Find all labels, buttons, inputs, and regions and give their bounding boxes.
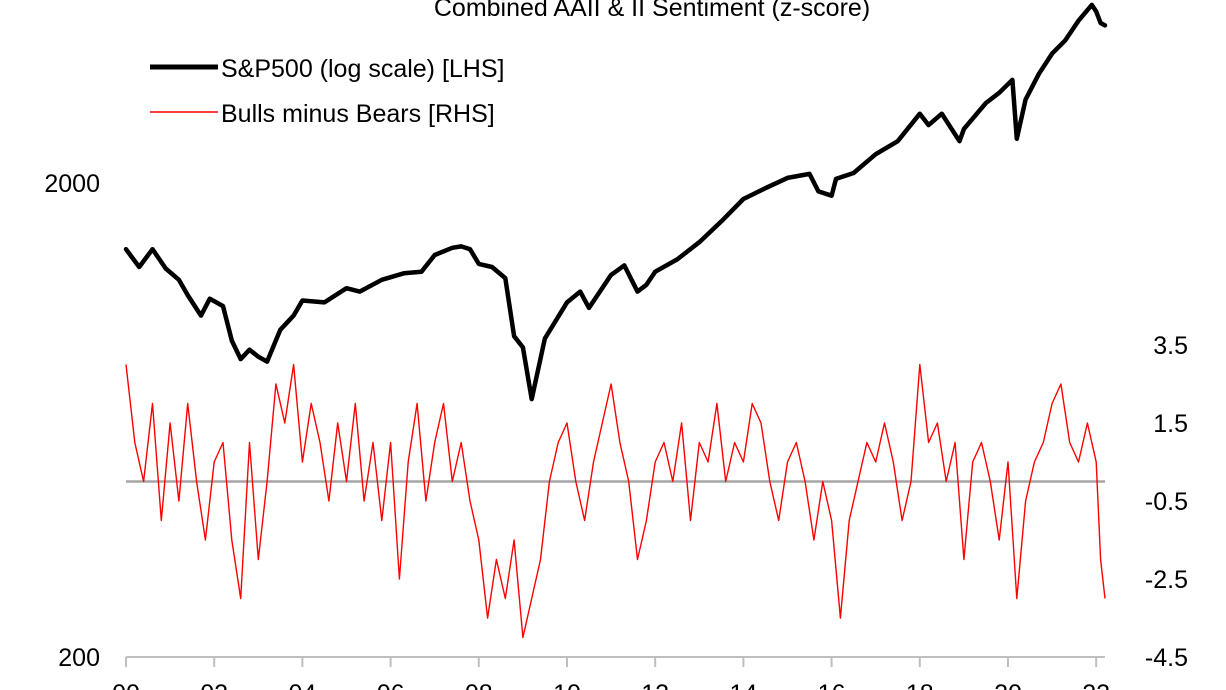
x-tick-label: 12 xyxy=(641,680,669,690)
right-tick-label: -0.5 xyxy=(1145,488,1188,516)
x-axis-ticks: 00 02 04 06 08 10 12 14 16 18 20 22 xyxy=(112,657,1110,690)
x-tick-label: 06 xyxy=(377,680,405,690)
x-tick-label: 20 xyxy=(994,680,1022,690)
right-tick-label: 1.5 xyxy=(1153,410,1188,438)
x-tick-label: 02 xyxy=(200,680,228,690)
series-line-sp500 xyxy=(123,2,1108,402)
x-tick-label: 14 xyxy=(729,680,757,690)
series-line-bulls-minus-bears xyxy=(125,363,1106,639)
legend-label-bulls-minus-bears: Bulls minus Bears [RHS] xyxy=(221,100,495,128)
right-tick-label: 3.5 xyxy=(1153,332,1188,360)
chart-title: Combined AAII & II Sentiment (z-score) xyxy=(434,0,870,22)
left-tick-label: 2000 xyxy=(44,170,100,198)
x-tick-label: 04 xyxy=(288,680,316,690)
right-axis-labels: 3.5 1.5 -0.5 -2.5 -4.5 xyxy=(1145,332,1188,672)
legend: S&P500 (log scale) [LHS] Bulls minus Bea… xyxy=(150,55,504,128)
x-tick-label: 16 xyxy=(818,680,846,690)
legend-label-sp500: S&P500 (log scale) [LHS] xyxy=(221,55,504,83)
x-tick-label: 22 xyxy=(1082,680,1110,690)
right-tick-label: -4.5 xyxy=(1145,644,1188,672)
right-tick-label: -2.5 xyxy=(1145,566,1188,594)
left-tick-label: 200 xyxy=(58,644,100,672)
x-tick-label: 00 xyxy=(112,680,140,690)
x-tick-label: 08 xyxy=(465,680,493,690)
left-axis-labels: 200 2000 xyxy=(44,170,100,672)
x-tick-label: 18 xyxy=(906,680,934,690)
x-tick-label: 10 xyxy=(553,680,581,690)
